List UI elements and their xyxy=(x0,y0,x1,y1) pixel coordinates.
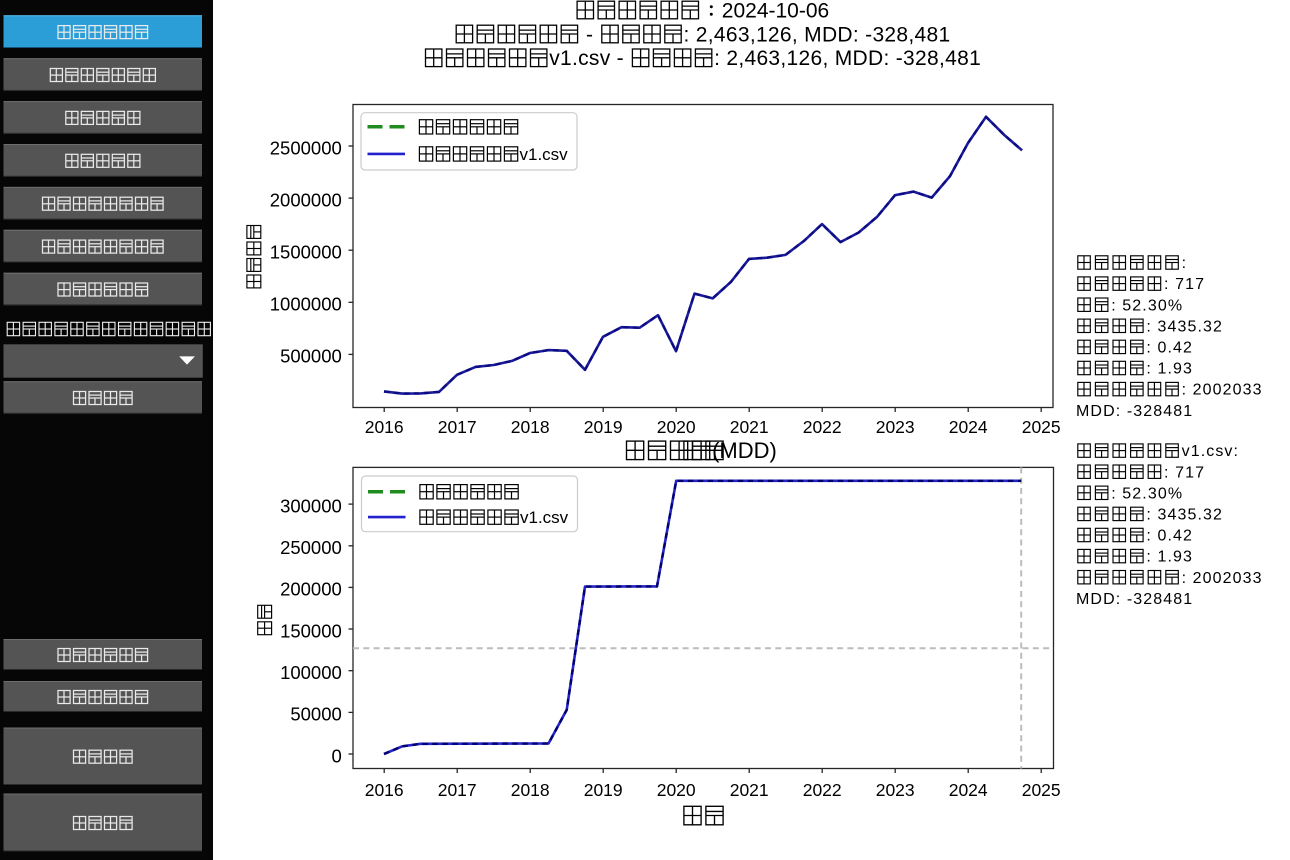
svg-text:1000000: 1000000 xyxy=(270,294,342,315)
svg-text:: 2,463,126, MDD: -328,481: : 2,463,126, MDD: -328,481 xyxy=(684,23,951,46)
svg-text:2020: 2020 xyxy=(657,417,696,437)
svg-text:2017: 2017 xyxy=(438,780,477,800)
svg-text:2016: 2016 xyxy=(365,780,404,800)
svg-text:2023: 2023 xyxy=(876,780,915,800)
svg-text:2019: 2019 xyxy=(584,417,623,437)
svg-text:: 52.30%: : 52.30% xyxy=(1111,485,1183,502)
svg-text:2018: 2018 xyxy=(511,417,550,437)
svg-text:: 3435.32: : 3435.32 xyxy=(1146,318,1223,335)
svg-text:2019: 2019 xyxy=(584,780,623,800)
svg-text:v1.csv: v1.csv xyxy=(520,145,569,164)
svg-text:1500000: 1500000 xyxy=(270,242,342,263)
svg-text:0: 0 xyxy=(332,745,342,766)
svg-text:2021: 2021 xyxy=(730,780,769,800)
svg-text:250000: 250000 xyxy=(280,537,342,558)
svg-text:2020: 2020 xyxy=(657,780,696,800)
svg-text:: 1.93: : 1.93 xyxy=(1146,549,1193,566)
svg-text:: 0.42: : 0.42 xyxy=(1146,528,1193,545)
svg-text:: 2002033: : 2002033 xyxy=(1182,382,1263,399)
svg-text:v1.csv -: v1.csv - xyxy=(549,47,630,70)
svg-text:-: - xyxy=(580,23,600,46)
svg-text:2024-10-06: 2024-10-06 xyxy=(722,0,829,22)
svg-text:MDD: -328481: MDD: -328481 xyxy=(1076,591,1193,608)
svg-text:: 1.93: : 1.93 xyxy=(1146,361,1193,378)
svg-text:: 717: : 717 xyxy=(1164,464,1205,481)
svg-text:: 717: : 717 xyxy=(1164,276,1205,293)
svg-text:300000: 300000 xyxy=(280,495,342,516)
svg-text:2000000: 2000000 xyxy=(270,189,342,210)
svg-text:2017: 2017 xyxy=(438,417,477,437)
svg-text:2500000: 2500000 xyxy=(270,137,342,158)
svg-text:100000: 100000 xyxy=(280,662,342,683)
svg-text:v1.csv:: v1.csv: xyxy=(1182,443,1240,460)
svg-text:200000: 200000 xyxy=(280,579,342,600)
svg-text:: 2002033: : 2002033 xyxy=(1182,570,1263,587)
svg-text:2022: 2022 xyxy=(803,780,842,800)
svg-text:: 2,463,126, MDD: -328,481: : 2,463,126, MDD: -328,481 xyxy=(714,47,981,70)
svg-text:2024: 2024 xyxy=(949,780,988,800)
svg-text:2024: 2024 xyxy=(949,417,988,437)
svg-text:: 3435.32: : 3435.32 xyxy=(1146,507,1223,524)
svg-text:2021: 2021 xyxy=(730,417,769,437)
svg-text:(MDD): (MDD) xyxy=(712,438,777,463)
svg-text:v1.csv: v1.csv xyxy=(520,508,569,527)
svg-text:500000: 500000 xyxy=(280,346,342,367)
svg-text:: 52.30%: : 52.30% xyxy=(1111,297,1183,314)
svg-text:2025: 2025 xyxy=(1022,417,1061,437)
svg-text:2016: 2016 xyxy=(365,417,404,437)
svg-text::: : xyxy=(1182,255,1188,272)
svg-text:50000: 50000 xyxy=(290,704,341,725)
svg-text:150000: 150000 xyxy=(280,620,342,641)
svg-text:2025: 2025 xyxy=(1022,780,1061,800)
svg-text:2022: 2022 xyxy=(803,417,842,437)
svg-text:: 0.42: : 0.42 xyxy=(1146,340,1193,357)
svg-text:MDD: -328481: MDD: -328481 xyxy=(1076,403,1193,420)
svg-text:2023: 2023 xyxy=(876,417,915,437)
svg-text:2018: 2018 xyxy=(511,780,550,800)
